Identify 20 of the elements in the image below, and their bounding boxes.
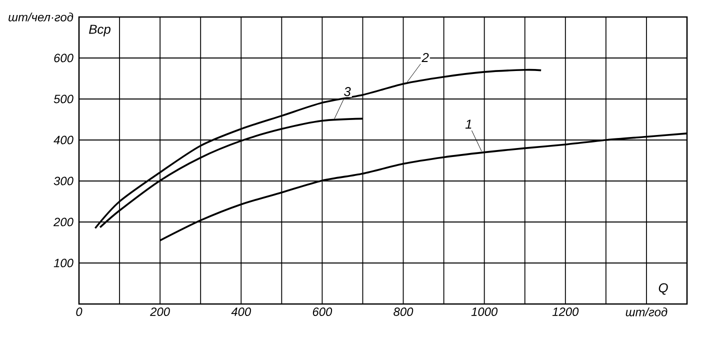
x-tick-label: 1000 xyxy=(471,308,498,316)
x-tick-label: 800 xyxy=(394,308,414,316)
x-axis-title: Q xyxy=(658,283,668,295)
y-tick-label: 400 xyxy=(54,136,74,144)
y-tick-label: 300 xyxy=(54,176,74,186)
x-tick-label: 400 xyxy=(231,308,251,316)
series-label: 3 xyxy=(344,87,351,96)
y-axis-title: Вср xyxy=(89,24,110,36)
y-tick-label: шт/чел·год xyxy=(8,12,74,22)
x-tick-label: шт/год xyxy=(626,308,668,316)
y-tick-label: 600 xyxy=(54,54,74,62)
y-tick-label: 200 xyxy=(53,218,74,226)
series-label: 1 xyxy=(465,120,472,129)
x-tick-label: 0 xyxy=(76,308,82,316)
y-tick-label: 500 xyxy=(54,94,74,104)
x-tick-label: 600 xyxy=(312,308,332,316)
series-label: 2 xyxy=(422,52,429,62)
y-tick-label: 100 xyxy=(54,258,74,268)
x-tick-label: 200 xyxy=(150,308,170,316)
x-tick-label: 1200 xyxy=(552,308,579,316)
